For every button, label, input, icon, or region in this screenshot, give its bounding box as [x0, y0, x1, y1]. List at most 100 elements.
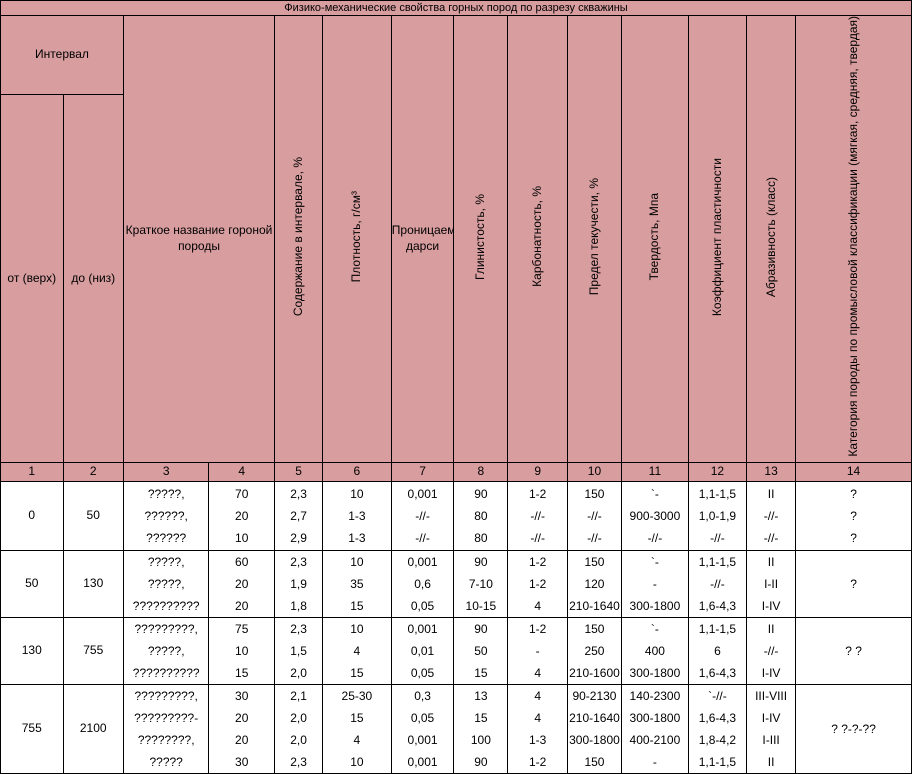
cell-value: 1,6-4,3 [698, 598, 737, 613]
cell-value: 90 [474, 621, 488, 636]
cell-value: 4 [534, 598, 542, 613]
hardness-header: Твердость, Мпа [621, 15, 689, 463]
column-number: 5 [274, 461, 323, 482]
cell-value: ?????????? [132, 598, 200, 613]
cell-value: 1-2 [529, 621, 547, 636]
clay-values: 90 50 15 [453, 616, 509, 685]
column-number: 11 [621, 461, 689, 482]
cell-value: 4 [534, 688, 542, 703]
column-number: 13 [746, 461, 797, 482]
cell-value: -//- [415, 530, 430, 545]
category-values: ? ? [795, 616, 912, 685]
cell-value: ? [850, 576, 857, 591]
table-title: Физико-механические свойства горных поро… [0, 0, 912, 17]
column-number: 10 [566, 461, 623, 482]
clay-header: Глинистость, % [453, 15, 509, 463]
cell-value: 210-1600 [569, 665, 620, 680]
cell-value: 15 [350, 665, 364, 680]
clay-values: 13 15 100 90 [453, 683, 509, 774]
cell-value: 150 [584, 621, 605, 636]
cell-value: 150 [584, 554, 605, 569]
cell-value: 900-3000 [629, 508, 681, 523]
cell-value: 150 [584, 754, 605, 769]
cell-value: II [767, 554, 775, 569]
cell-value: 4 [353, 643, 361, 658]
cell-value: 7-10 [468, 576, 493, 591]
table-row: 0 50?????,??????,?????? 70 20 10 2,3 2,7 2,9 10 1… [0, 480, 912, 551]
cell-value: 90 [474, 486, 488, 501]
interval-from: 50 [0, 549, 64, 618]
cell-value: -//- [710, 530, 725, 545]
column-number: 9 [507, 461, 568, 482]
content-percent-values: 2,1 2,0 2,0 2,3 [274, 683, 323, 774]
cell-value: I-IV [761, 598, 781, 613]
cell-value: 140-2300 [629, 688, 681, 703]
clay-values: 90 7-10 10-15 [453, 549, 509, 618]
cell-value: 1-2 [529, 576, 547, 591]
cell-value: 15 [235, 665, 249, 680]
cell-value: 4 [534, 665, 542, 680]
cell-value: 10-15 [465, 598, 497, 613]
column-number: 14 [795, 461, 912, 482]
cell-value: 1-2 [529, 554, 547, 569]
cell-value: II [767, 621, 775, 636]
cell-value: 300-1800 [629, 665, 681, 680]
cell-value: -//- [763, 508, 779, 523]
yield-limit-values: 150 120 210-1640 [566, 549, 623, 618]
yield-limit-values: 150 250 210-1600 [566, 616, 623, 685]
cell-value: ? ? [845, 643, 862, 658]
cell-value: -//- [647, 530, 663, 545]
content-header: Содержание в интервале, % [274, 15, 323, 463]
cell-value: 0,6 [414, 576, 431, 591]
cell-value: 120 [584, 576, 605, 591]
cell-value: I-III [762, 732, 780, 747]
cell-value: 1,1-1,5 [698, 754, 737, 769]
column-number: 6 [322, 461, 392, 482]
abrasiveness-values: II I-II I-IV [746, 549, 797, 618]
cell-value: 0,001 [407, 486, 438, 501]
column-number-row: 1 2 3 4 5 6 7 8 9 10 11 12 13 14 [0, 461, 912, 482]
interval-from: 755 [0, 683, 64, 774]
cell-value: 1,6-4,3 [698, 665, 737, 680]
rock-names: ?????????,?????,?????????? [122, 616, 210, 685]
cell-value: ????????, [137, 732, 195, 747]
plasticity-header: Коэффициент пластичности [687, 15, 748, 463]
plasticity-values: 1,1-1,5 6 1,6-4,3 [687, 616, 748, 685]
cell-value: ??????, [144, 508, 188, 523]
cell-value: 1-3 [348, 508, 366, 523]
table-row: 130 755?????????,?????,?????????? 75 10 15 2,… [0, 616, 912, 685]
permeability-values: 0,001 -//- -//- [390, 480, 455, 551]
carbonate-values: 4 4 1-3 1-2 [507, 683, 568, 774]
cell-value: 0,05 [410, 665, 435, 680]
cell-value: - [652, 576, 657, 591]
cell-value: 1,1-1,5 [698, 621, 737, 636]
cell-value: 2,3 [290, 621, 307, 636]
cell-value: 20 [235, 598, 249, 613]
cell-value: -//- [587, 508, 602, 523]
cell-value: ?????, [147, 554, 185, 569]
cell-value: 2,3 [290, 486, 307, 501]
cell-value: 10 [350, 621, 364, 636]
density-values: 25-30 15 4 10 [322, 683, 392, 774]
abrasiveness-values: II -//- I-IV [746, 616, 797, 685]
cell-value: 0,001 [407, 621, 438, 636]
cell-value: 250 [584, 643, 605, 658]
rock-names: ?????,?????,?????????? [122, 549, 210, 618]
cell-value: ?????????? [132, 665, 200, 680]
rock-names: ?????,??????,?????? [122, 480, 210, 551]
category-header: Категория породы по промысловой классифи… [795, 15, 912, 463]
content-values: 75 10 15 [208, 616, 276, 685]
cell-value: -//- [530, 530, 546, 545]
interval-header: Интервал [0, 15, 124, 96]
cell-value: 2,3 [290, 554, 307, 569]
permeability-values: 0,3 0,05 0,001 0,001 [390, 683, 455, 774]
cell-value: 10 [350, 754, 364, 769]
cell-value: 300-1800 [629, 598, 681, 613]
cell-value: 300-1800 [629, 710, 681, 725]
cell-value: 2,0 [290, 665, 307, 680]
cell-value: II [767, 754, 775, 769]
cell-value: -//- [530, 508, 546, 523]
column-number: 8 [453, 461, 509, 482]
cell-value: ? [850, 530, 857, 545]
